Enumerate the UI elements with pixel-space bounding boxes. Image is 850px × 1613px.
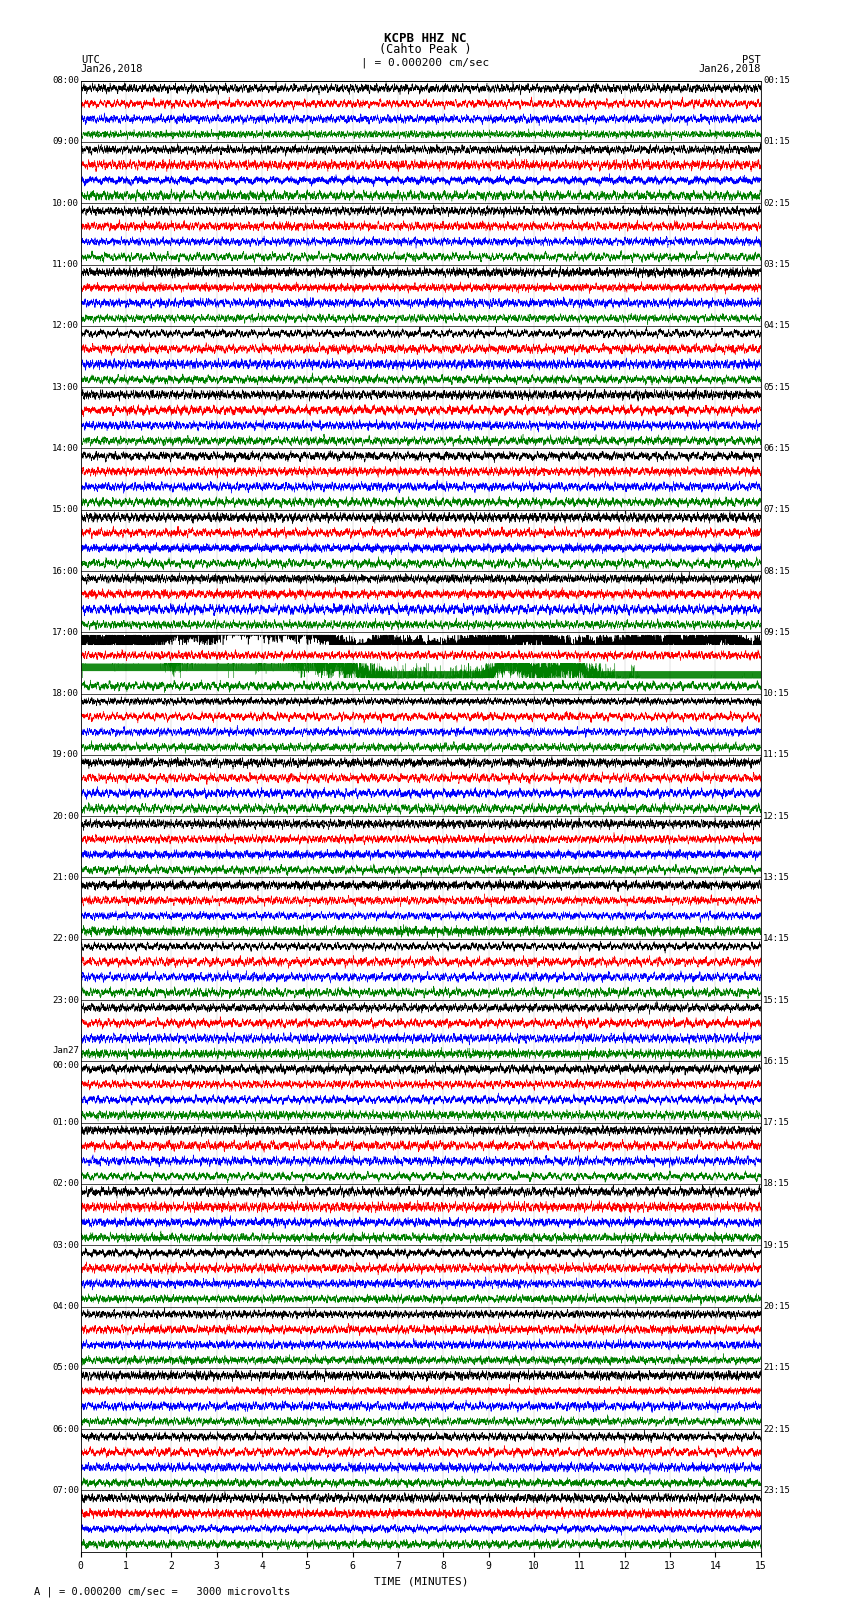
Text: 02:00: 02:00 [52, 1179, 79, 1189]
Text: 04:00: 04:00 [52, 1302, 79, 1311]
Text: 13:15: 13:15 [763, 873, 791, 882]
Text: 23:15: 23:15 [763, 1486, 791, 1495]
Text: 07:00: 07:00 [52, 1486, 79, 1495]
Text: PST: PST [742, 55, 761, 65]
Text: 17:15: 17:15 [763, 1118, 791, 1127]
Text: Jan27: Jan27 [52, 1045, 79, 1055]
Text: 12:15: 12:15 [763, 811, 791, 821]
Text: 10:15: 10:15 [763, 689, 791, 698]
Text: 18:15: 18:15 [763, 1179, 791, 1189]
Text: 20:00: 20:00 [52, 811, 79, 821]
Text: UTC: UTC [81, 55, 99, 65]
Text: 15:15: 15:15 [763, 995, 791, 1005]
Text: 11:15: 11:15 [763, 750, 791, 760]
Text: 05:15: 05:15 [763, 382, 791, 392]
X-axis label: TIME (MINUTES): TIME (MINUTES) [373, 1578, 468, 1587]
Text: 04:15: 04:15 [763, 321, 791, 331]
Text: 15:00: 15:00 [52, 505, 79, 515]
Text: 01:00: 01:00 [52, 1118, 79, 1127]
Text: 01:15: 01:15 [763, 137, 791, 147]
Text: 14:00: 14:00 [52, 444, 79, 453]
Text: 09:15: 09:15 [763, 627, 791, 637]
Text: 20:15: 20:15 [763, 1302, 791, 1311]
Text: 22:00: 22:00 [52, 934, 79, 944]
Text: 19:15: 19:15 [763, 1240, 791, 1250]
Text: Jan26,2018: Jan26,2018 [698, 65, 761, 74]
Text: 08:15: 08:15 [763, 566, 791, 576]
Text: 19:00: 19:00 [52, 750, 79, 760]
Text: (Cahto Peak ): (Cahto Peak ) [379, 44, 471, 56]
Text: 18:00: 18:00 [52, 689, 79, 698]
Text: 16:00: 16:00 [52, 566, 79, 576]
Text: 17:00: 17:00 [52, 627, 79, 637]
Text: 21:15: 21:15 [763, 1363, 791, 1373]
Text: 23:00: 23:00 [52, 995, 79, 1005]
Text: 00:00: 00:00 [52, 1061, 79, 1071]
Text: KCPB HHZ NC: KCPB HHZ NC [383, 32, 467, 45]
Text: 06:00: 06:00 [52, 1424, 79, 1434]
Text: 12:00: 12:00 [52, 321, 79, 331]
Text: 13:00: 13:00 [52, 382, 79, 392]
Text: 08:00: 08:00 [52, 76, 79, 85]
Text: 22:15: 22:15 [763, 1424, 791, 1434]
Text: Jan26,2018: Jan26,2018 [81, 65, 144, 74]
Text: 14:15: 14:15 [763, 934, 791, 944]
Text: 21:00: 21:00 [52, 873, 79, 882]
Text: 06:15: 06:15 [763, 444, 791, 453]
Text: 09:00: 09:00 [52, 137, 79, 147]
Text: 03:00: 03:00 [52, 1240, 79, 1250]
Text: 11:00: 11:00 [52, 260, 79, 269]
Text: 00:15: 00:15 [763, 76, 791, 85]
Text: 05:00: 05:00 [52, 1363, 79, 1373]
Text: 02:15: 02:15 [763, 198, 791, 208]
Text: 10:00: 10:00 [52, 198, 79, 208]
Text: 16:15: 16:15 [763, 1057, 791, 1066]
Text: | = 0.000200 cm/sec: | = 0.000200 cm/sec [361, 56, 489, 68]
Text: 03:15: 03:15 [763, 260, 791, 269]
Text: 07:15: 07:15 [763, 505, 791, 515]
Text: A | = 0.000200 cm/sec =   3000 microvolts: A | = 0.000200 cm/sec = 3000 microvolts [34, 1586, 290, 1597]
